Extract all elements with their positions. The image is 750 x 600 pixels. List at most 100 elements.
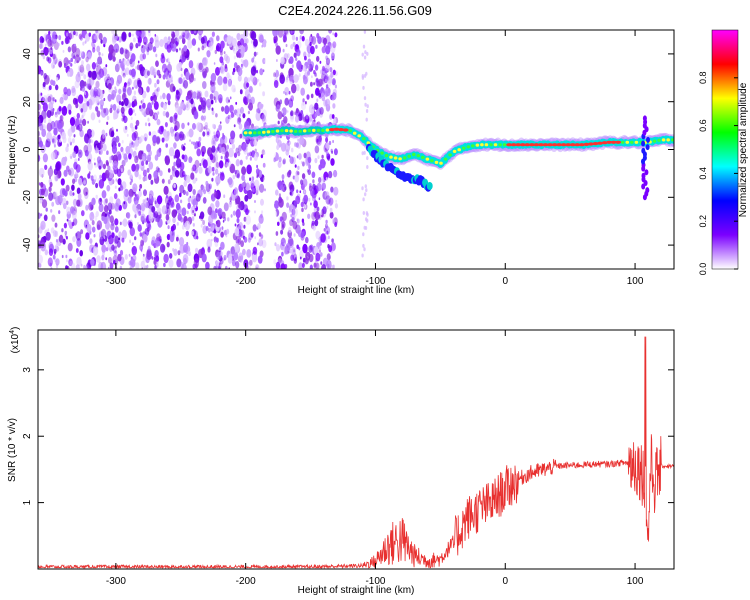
- noise-speck: [88, 104, 92, 110]
- noise-speck: [273, 72, 276, 78]
- noise-speck: [193, 213, 196, 217]
- noise-speck: [84, 91, 87, 96]
- noise-speck: [316, 138, 319, 143]
- noise-speck: [187, 197, 191, 203]
- noise-speck: [71, 221, 75, 227]
- noise-speck: [232, 210, 236, 216]
- noise-speck: [261, 44, 264, 48]
- noise-speck: [246, 93, 252, 102]
- noise-speck: [96, 220, 103, 230]
- noise-speck: [118, 231, 122, 238]
- noise-speck: [119, 58, 122, 64]
- noise-speck: [131, 103, 134, 107]
- noise-speck: [174, 194, 180, 203]
- noise-speck: [61, 40, 64, 45]
- noise-speck: [46, 110, 52, 118]
- noise-speck: [175, 90, 181, 100]
- ridge-peak: [657, 138, 661, 142]
- noise-speck: [38, 254, 43, 264]
- noise-speck: [212, 123, 215, 129]
- noise-speck: [196, 235, 199, 240]
- noise-speck: [142, 98, 145, 103]
- noise-speck: [192, 223, 195, 227]
- noise-speck: [124, 116, 128, 122]
- noise-speck: [130, 195, 132, 199]
- noise-speck: [88, 32, 92, 37]
- noise-speck: [114, 226, 119, 233]
- noise-speck: [364, 50, 367, 55]
- ridge-peak: [402, 156, 407, 160]
- noise-speck: [44, 48, 49, 56]
- noise-speck: [170, 205, 172, 209]
- noise-speck: [132, 183, 138, 193]
- noise-speck: [142, 53, 146, 60]
- noise-speck: [111, 145, 118, 154]
- noise-speck: [141, 160, 145, 167]
- noise-speck: [115, 198, 121, 208]
- noise-speck: [104, 76, 108, 83]
- noise-speck: [45, 231, 51, 241]
- noise-speck: [183, 45, 188, 52]
- noise-speck: [251, 176, 255, 181]
- ridge-peak: [578, 143, 585, 147]
- noise-speck: [228, 147, 234, 158]
- noise-speck: [50, 209, 53, 213]
- noise-speck: [38, 263, 42, 268]
- noise-speck: [312, 183, 316, 191]
- noise-speck: [323, 37, 327, 45]
- noise-speck: [201, 253, 207, 263]
- noise-speck: [329, 78, 333, 84]
- noise-speck: [191, 38, 197, 46]
- noise-speck: [208, 214, 214, 224]
- noise-speck: [241, 166, 247, 176]
- noise-speck: [335, 199, 338, 203]
- noise-speck: [242, 96, 248, 104]
- noise-speck: [45, 142, 49, 148]
- noise-speck: [119, 185, 124, 191]
- noise-speck: [134, 145, 138, 151]
- noise-speck: [124, 48, 128, 54]
- noise-speck: [281, 211, 287, 222]
- noise-speck: [325, 142, 330, 150]
- spike-blob: [645, 187, 650, 194]
- noise-speck: [147, 41, 153, 51]
- noise-speck: [134, 169, 139, 178]
- noise-speck: [108, 169, 114, 179]
- noise-speck: [129, 266, 133, 269]
- noise-speck: [114, 250, 117, 254]
- noise-speck: [302, 102, 305, 106]
- noise-speck: [223, 76, 228, 85]
- ridge-peak: [338, 128, 345, 132]
- noise-speck: [69, 190, 73, 197]
- noise-speck: [325, 84, 329, 89]
- noise-speck: [42, 153, 49, 163]
- noise-speck: [213, 131, 216, 135]
- noise-speck: [77, 149, 83, 158]
- noise-speck: [98, 150, 101, 155]
- noise-speck: [215, 175, 221, 185]
- noise-speck: [321, 154, 324, 159]
- noise-speck: [264, 222, 269, 231]
- noise-speck: [180, 101, 185, 110]
- noise-speck: [283, 36, 287, 42]
- snr-line: [38, 336, 674, 569]
- noise-speck: [329, 211, 334, 219]
- noise-speck: [139, 232, 143, 237]
- noise-speck: [362, 211, 365, 215]
- noise-speck: [154, 35, 159, 43]
- noise-speck: [128, 253, 131, 257]
- noise-speck: [193, 106, 197, 111]
- noise-speck: [181, 144, 185, 151]
- noise-speck: [202, 197, 207, 204]
- noise-speck: [312, 179, 315, 184]
- noise-speck: [65, 235, 68, 240]
- x-tick-label: 100: [627, 276, 644, 287]
- noise-speck: [224, 66, 228, 73]
- noise-speck: [183, 243, 188, 253]
- noise-speck: [182, 189, 186, 195]
- noise-speck: [229, 163, 236, 174]
- noise-speck: [249, 156, 252, 161]
- noise-speck: [171, 231, 174, 236]
- noise-speck: [86, 63, 91, 72]
- ridge-peak: [393, 156, 398, 160]
